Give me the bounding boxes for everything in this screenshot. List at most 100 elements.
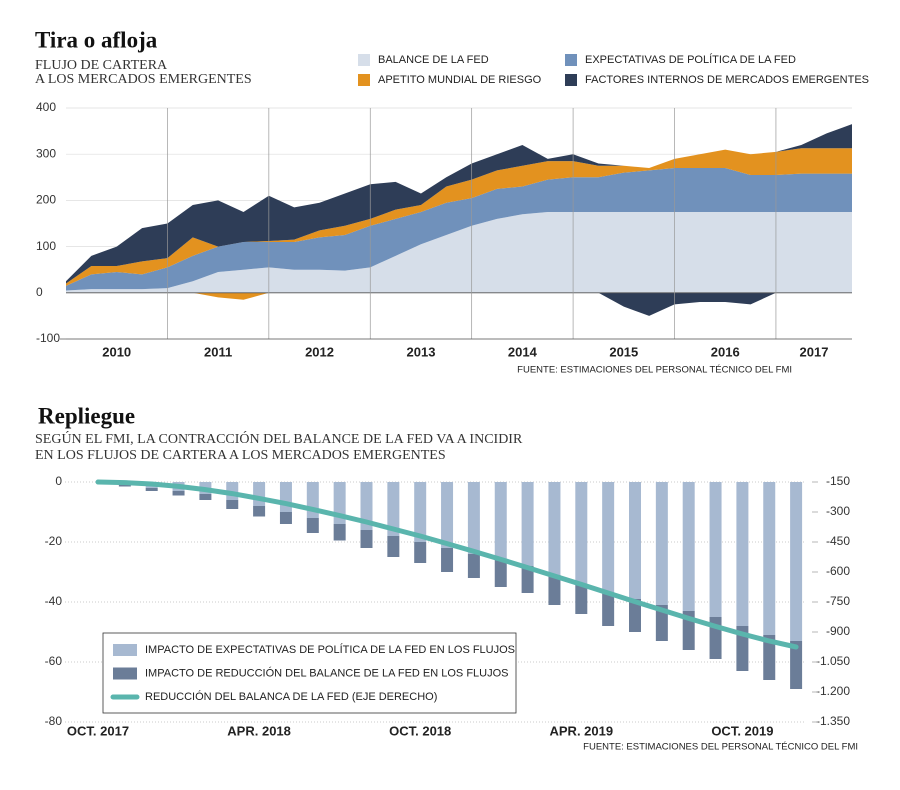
bar: [199, 494, 212, 500]
line: [95, 479, 799, 650]
y2-tick-label: -300: [826, 504, 850, 518]
x-tick-label: 2011: [204, 344, 232, 359]
bar: [629, 482, 641, 599]
bar: [441, 548, 454, 572]
area-negative: [66, 292, 852, 316]
bar: [360, 482, 373, 530]
chart-subtitle: FLUJO DE CARTERA: [35, 58, 168, 73]
y-tick-label: -60: [45, 654, 63, 668]
legend-swatch: [565, 54, 577, 66]
bar: [521, 566, 534, 593]
y2-tick-label: -1.200: [816, 684, 850, 698]
y2-tick-label: -150: [826, 474, 850, 488]
chart-title: Tira o afloja: [35, 27, 158, 52]
area: [66, 148, 852, 286]
chart-subtitle: SEGÚN EL FMI, LA CONTRACCIÓN DEL BALANCE…: [35, 430, 523, 447]
bar: [575, 584, 588, 614]
x-tick-label: APR. 2019: [550, 723, 614, 738]
y2-tick-label: -1.050: [816, 654, 850, 668]
legend-swatch: [113, 644, 137, 656]
y-tick-label: 400: [36, 100, 56, 114]
bar: [790, 482, 803, 641]
bar: [548, 575, 561, 605]
bar: [602, 593, 615, 626]
bar: [709, 482, 722, 617]
bar: [387, 482, 400, 536]
bar: [629, 599, 641, 632]
y-tick-label: 200: [36, 193, 56, 207]
bar: [253, 482, 266, 506]
bar: [602, 482, 615, 593]
x-tick-label: 2013: [407, 344, 436, 359]
y2-tick-label: -900: [826, 624, 850, 638]
bar: [763, 482, 776, 635]
area: [66, 168, 852, 291]
area: [66, 124, 852, 284]
bar: [575, 482, 588, 584]
bar: [226, 500, 239, 509]
bar: [494, 482, 507, 560]
bar: [655, 482, 668, 605]
chart-subtitle: EN LOS FLUJOS DE CARTERA A LOS MERCADOS …: [35, 448, 446, 463]
source: FUENTE: ESTIMACIONES DEL PERSONAL TÉCNIC…: [583, 742, 858, 753]
y-tick-label: 300: [36, 146, 56, 160]
bar: [494, 560, 507, 587]
chart-subtitle: A LOS MERCADOS EMERGENTES: [35, 72, 252, 87]
legend-label: FACTORES INTERNOS DE MERCADOS EMERGENTES: [585, 74, 869, 86]
y-tick-label: -20: [45, 534, 63, 548]
bar: [548, 482, 561, 575]
bar: [387, 536, 400, 557]
y-tick-label: -80: [45, 714, 63, 728]
legend-label: BALANCE DE LA FED: [378, 54, 489, 66]
x-tick-label: 2010: [102, 344, 131, 359]
y-tick-label: -40: [45, 594, 63, 608]
bar: [655, 605, 668, 641]
y2-tick-label: -600: [826, 564, 850, 578]
x-tick-label: OCT. 2019: [711, 723, 773, 738]
bar: [360, 530, 373, 548]
bar: [306, 518, 319, 533]
x-tick-label: 2015: [609, 344, 638, 359]
legend-swatch: [565, 74, 577, 86]
bar: [467, 482, 480, 554]
bar: [145, 488, 158, 491]
x-tick-label: 2017: [800, 344, 829, 359]
x-tick-label: 2014: [508, 344, 538, 359]
bar: [467, 554, 480, 578]
legend-swatch: [358, 54, 370, 66]
bar: [736, 482, 749, 626]
y-tick-label: 0: [36, 285, 43, 299]
area-negative: [66, 292, 852, 300]
y-tick-label: 0: [55, 474, 62, 488]
bar: [682, 482, 695, 611]
bar: [118, 485, 131, 487]
legend-label: IMPACTO DE REDUCCIÓN DEL BALANCE DE LA F…: [145, 666, 509, 679]
bar: [414, 542, 427, 563]
x-tick-label: OCT. 2017: [67, 723, 129, 738]
x-tick-label: 2012: [305, 344, 334, 359]
x-tick-label: 2016: [711, 344, 740, 359]
y2-tick-label: -1.350: [816, 714, 850, 728]
legend-label: REDUCCIÓN DEL BALANCA DE LA FED (EJE DER…: [145, 690, 437, 703]
legend-swatch: [358, 74, 370, 86]
legend-label: APETITO MUNDIAL DE RIESGO: [378, 74, 542, 86]
bar: [279, 512, 292, 524]
y2-tick-label: -450: [826, 534, 850, 548]
legend-swatch: [113, 667, 137, 680]
x-tick-label: OCT. 2018: [389, 723, 451, 738]
bar: [521, 482, 534, 566]
y-tick-label: -100: [36, 331, 60, 345]
bar: [172, 491, 185, 496]
bar: [279, 482, 292, 512]
bar: [790, 641, 803, 689]
legend-label: EXPECTATIVAS DE POLÍTICA DE LA FED: [585, 53, 796, 66]
area: [66, 211, 852, 293]
bar: [333, 524, 346, 541]
y2-tick-label: -750: [826, 594, 850, 608]
chart-title: Repliegue: [38, 403, 135, 428]
y-tick-label: 100: [36, 239, 56, 253]
legend-box: [102, 632, 517, 714]
bar: [253, 506, 266, 517]
bar: [763, 635, 776, 680]
